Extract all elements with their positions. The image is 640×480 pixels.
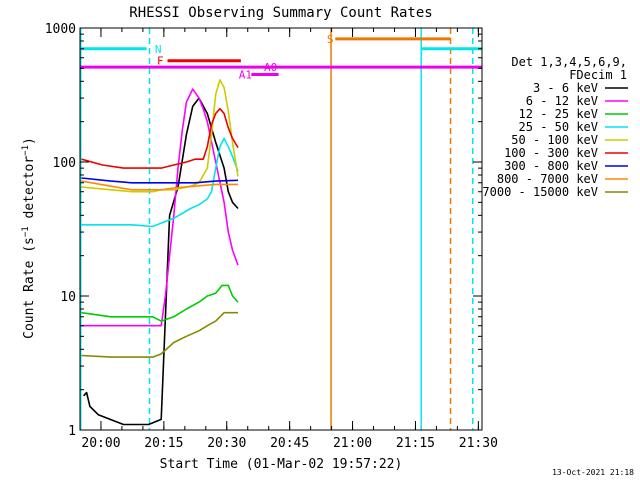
legend-label-1: 3 - 6 keV [533, 81, 598, 95]
series-line-6 [81, 107, 239, 169]
series-line-5 [81, 79, 239, 193]
series-line-9 [81, 311, 238, 358]
x-axis-label: Start Time (01-Mar-02 19:57:22) [160, 457, 403, 472]
chart-title: RHESSI Observing Summary Count Rates [129, 5, 432, 21]
plot-frame [79, 27, 483, 431]
legend-label-8: 800 - 7000 keV [497, 172, 598, 186]
bar-label-n: N [155, 43, 162, 56]
bar-label-a1: A1 [239, 68, 252, 81]
series-line-2 [81, 88, 239, 327]
x-tick-label: 20:45 [270, 436, 309, 451]
x-tick-label: 20:30 [207, 436, 246, 451]
x-tick-label: 21:30 [459, 436, 498, 451]
legend-label-5: 50 - 100 keV [511, 133, 598, 147]
series-line-1 [83, 97, 239, 426]
axes: 1 10 100 1000 20:00 20:15 20:30 20:45 21:00 21:15… [45, 22, 498, 451]
legend-label-6: 100 - 300 keV [504, 146, 598, 160]
bar-label-a0: A0 [264, 61, 277, 74]
bar-label-s: S [327, 33, 334, 46]
y-tick-label: 1000 [45, 22, 76, 37]
x-tick-label: 20:15 [144, 436, 183, 451]
y-axis-label: Count Rate (s−1 detector−1) [21, 137, 37, 339]
series-line-7 [81, 177, 239, 184]
legend-title-line-1: Det 1,3,4,5,6,9, [511, 55, 627, 69]
legend-label-3: 12 - 25 keV [519, 107, 598, 121]
y-axis-label-superscript-2: −1 [21, 145, 31, 156]
y-tick-label: 100 [53, 156, 76, 171]
legend-label-7: 300 - 800 keV [504, 159, 598, 173]
y-axis-label-end: ) [22, 137, 37, 145]
legend-label-2: 6 - 12 keV [526, 94, 598, 108]
y-axis-label-mid: detector [22, 156, 37, 227]
bar-label-f: F [157, 55, 164, 68]
y-axis-label-main: Count Rate (s [22, 237, 37, 339]
footer-timestamp: 13-Oct-2021 21:18 [552, 468, 634, 477]
series-line-8 [81, 180, 238, 191]
series-line-3 [81, 284, 239, 322]
x-tick-label: 21:00 [333, 436, 372, 451]
x-tick-label: 21:15 [396, 436, 435, 451]
legend-label-4: 25 - 50 keV [519, 120, 598, 134]
y-tick-label: 10 [60, 290, 76, 305]
y-tick-label: 1 [68, 424, 76, 439]
plot-area: NF A0 A1 S [79, 28, 482, 430]
x-tick-label: 20:00 [81, 436, 120, 451]
y-axis-label-superscript-1: −1 [21, 226, 31, 237]
series-line-4 [81, 137, 239, 228]
legend-label-9: 7000 - 15000 keV [482, 185, 598, 199]
legend-title-line-2: FDecim 1 [569, 68, 627, 82]
